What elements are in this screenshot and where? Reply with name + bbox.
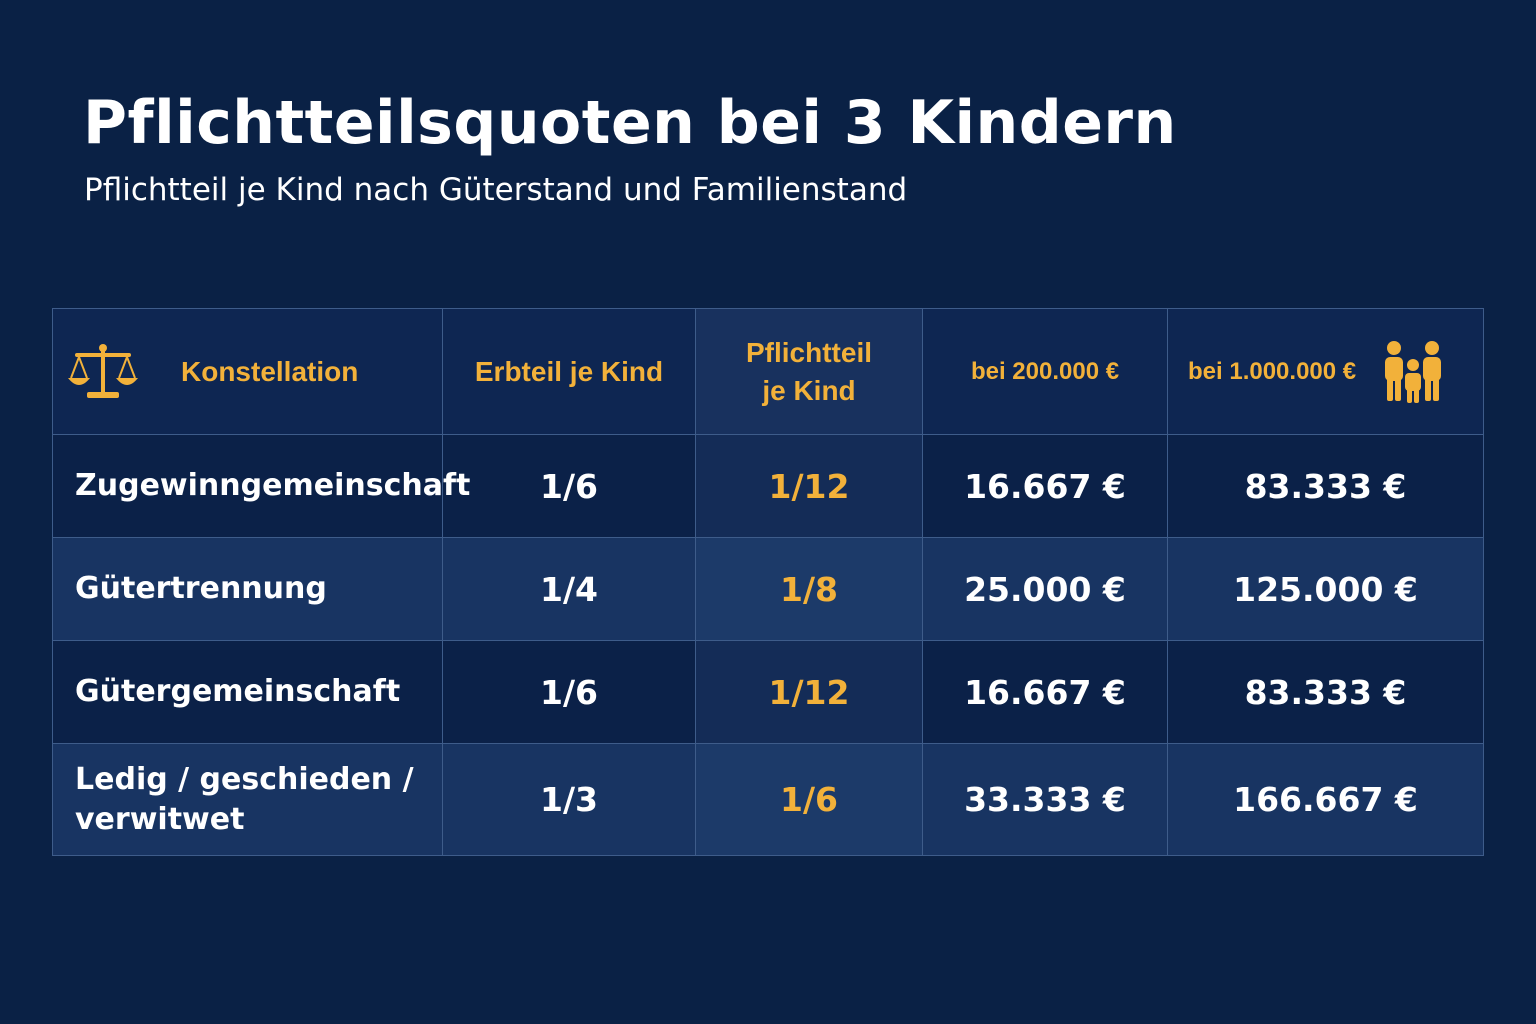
header-bei-1000000: bei 1.000.000 € — [1167, 308, 1484, 435]
cell-bei-200000: 16.667 € — [922, 434, 1168, 538]
cell-bei-200000: 25.000 € — [922, 537, 1168, 641]
cell-bei-1000000: 125.000 € — [1167, 537, 1484, 641]
cell-bei-200000: 33.333 € — [922, 743, 1168, 856]
cell-pflichtteil: 1/6 — [695, 743, 923, 856]
table-row: Gütergemeinschaft 1/6 1/12 16.667 € 83.3… — [52, 640, 1484, 744]
cell-bei-1000000: 83.333 € — [1167, 434, 1484, 538]
cell-erbteil: 1/6 — [442, 640, 696, 744]
header-pflichtteil: Pflichtteil je Kind — [695, 308, 923, 435]
header-konstellation-label: Konstellation — [181, 355, 359, 387]
page-subtitle: Pflichtteil je Kind nach Güterstand und … — [84, 172, 908, 208]
table-row: Zugewinngemeinschaft 1/6 1/12 16.667 € 8… — [52, 434, 1484, 538]
page-title: Pflichtteilsquoten bei 3 Kindern — [83, 88, 1177, 158]
cell-konstellation: Ledig / geschieden / verwitwet — [52, 743, 443, 856]
pflichtteil-table: Konstellation Erbteil je Kind Pflichttei… — [52, 308, 1484, 856]
cell-bei-1000000: 83.333 € — [1167, 640, 1484, 744]
header-pflichtteil-line1: Pflichtteil — [745, 336, 872, 368]
cell-konstellation: Gütergemeinschaft — [52, 640, 443, 744]
cell-konstellation: Gütertrennung — [52, 537, 443, 641]
cell-konstellation-line1: Ledig / geschieden / — [75, 761, 414, 797]
header-erbteil: Erbteil je Kind — [442, 308, 696, 435]
header-konstellation: Konstellation — [52, 308, 443, 435]
cell-erbteil: 1/3 — [442, 743, 696, 856]
header-bei-200000: bei 200.000 € — [922, 308, 1168, 435]
scales-icon — [68, 343, 138, 398]
table-row: Gütertrennung 1/4 1/8 25.000 € 125.000 € — [52, 537, 1484, 641]
cell-pflichtteil: 1/12 — [695, 640, 923, 744]
family-icon — [1385, 340, 1442, 403]
table-header-row: Konstellation Erbteil je Kind Pflichttei… — [52, 308, 1484, 435]
cell-bei-1000000: 166.667 € — [1167, 743, 1484, 856]
table-row: Ledig / geschieden / verwitwet 1/3 1/6 3… — [52, 743, 1484, 856]
header-bei-1000000-label: bei 1.000.000 € — [1188, 357, 1357, 385]
cell-erbteil: 1/4 — [442, 537, 696, 641]
cell-konstellation-line2: verwitwet — [75, 801, 245, 837]
cell-pflichtteil: 1/12 — [695, 434, 923, 538]
cell-erbteil: 1/6 — [442, 434, 696, 538]
cell-bei-200000: 16.667 € — [922, 640, 1168, 744]
header-pflichtteil-line2: je Kind — [762, 374, 856, 406]
cell-pflichtteil: 1/8 — [695, 537, 923, 641]
cell-konstellation: Zugewinngemeinschaft — [52, 434, 470, 538]
